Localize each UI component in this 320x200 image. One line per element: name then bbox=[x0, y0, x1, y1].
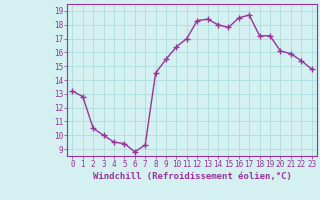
X-axis label: Windchill (Refroidissement éolien,°C): Windchill (Refroidissement éolien,°C) bbox=[92, 172, 292, 181]
